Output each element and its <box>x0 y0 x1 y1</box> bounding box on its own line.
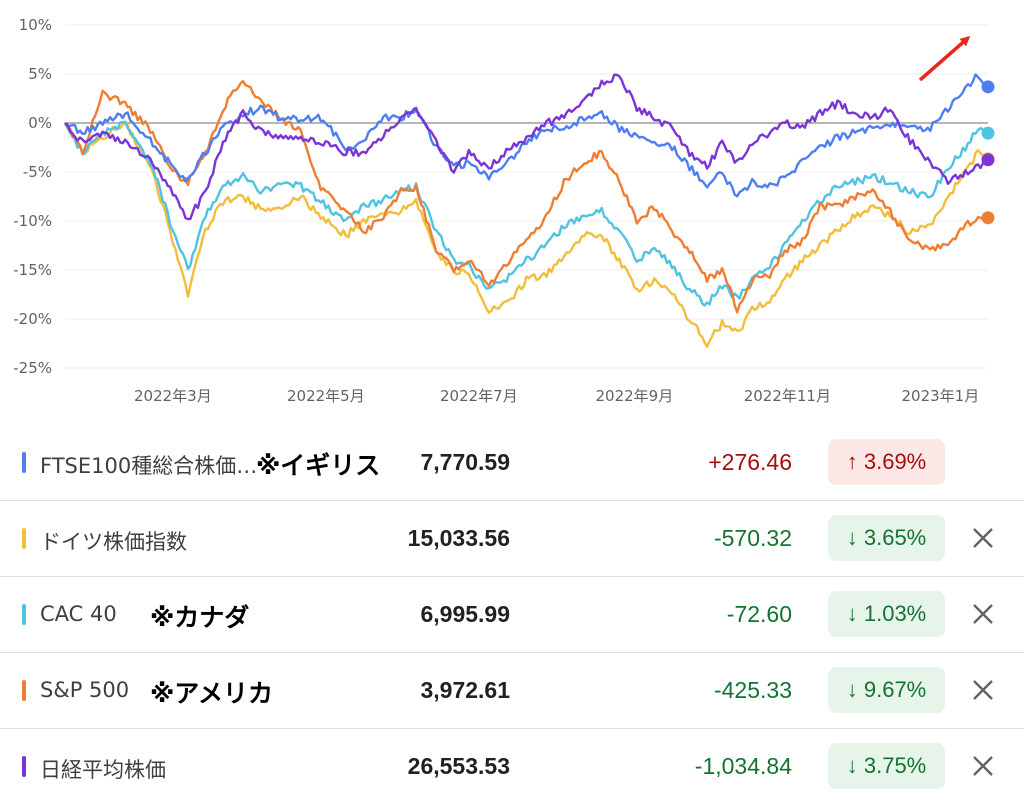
y-tick-label: 10% <box>19 16 52 34</box>
x-tick-label: 2022年5月 <box>287 387 365 405</box>
y-tick-label: -20% <box>13 310 52 328</box>
series-line-3 <box>64 79 989 314</box>
percent-change-badge: ↓ 3.65% <box>828 515 945 561</box>
index-name: 日経平均株価 <box>40 758 166 782</box>
series-line-0 <box>64 73 989 198</box>
close-icon[interactable] <box>970 525 996 551</box>
index-comparison-chart: 10% 5% 0% -5% -10% -15% -20% -25% 2022年3月 2022年5月… <box>13 16 995 405</box>
series-endpoint-2 <box>981 126 995 140</box>
y-tick-label: -5% <box>23 163 52 181</box>
close-icon[interactable] <box>970 753 996 779</box>
x-tick-label: 2022年11月 <box>744 387 831 405</box>
percent-change-badge: ↑ 3.69% <box>828 439 945 485</box>
index-price: 3,972.61 <box>420 677 510 703</box>
close-icon[interactable] <box>970 677 996 703</box>
x-tick-label: 2022年3月 <box>134 387 212 405</box>
percent-change-badge: ↓ 1.03% <box>828 591 945 637</box>
index-price: 15,033.56 <box>407 525 510 551</box>
percent-change-badge: ↓ 9.67% <box>828 667 945 713</box>
series-color-swatch <box>22 604 26 625</box>
series-color-swatch <box>22 756 26 777</box>
close-icon[interactable] <box>970 601 996 627</box>
index-name: CAC 40 <box>40 602 117 626</box>
index-change: -1,034.84 <box>694 753 792 779</box>
index-price: 6,995.99 <box>420 601 510 627</box>
series-line-1 <box>63 120 990 348</box>
y-tick-label: -10% <box>13 212 52 230</box>
index-change: +276.46 <box>708 449 792 475</box>
y-tick-label: 0% <box>28 114 52 132</box>
y-tick-label: 5% <box>28 65 52 83</box>
index-change: -570.32 <box>713 525 792 551</box>
y-tick-label: -25% <box>13 359 52 377</box>
index-list: FTSE100種総合株価… ※イギリス 7,770.59 +276.46 ↑ 3… <box>0 425 1024 804</box>
index-row-ftse100[interactable]: FTSE100種総合株価… ※イギリス 7,770.59 +276.46 ↑ 3… <box>0 425 1024 501</box>
series-line-2 <box>63 120 989 307</box>
index-price: 26,553.53 <box>407 753 510 779</box>
y-tick-label: -15% <box>13 261 52 279</box>
series-color-swatch <box>22 680 26 701</box>
percent-change-badge: ↓ 3.75% <box>828 743 945 789</box>
series-color-swatch <box>22 528 26 549</box>
index-name: ドイツ株価指数 <box>40 530 187 554</box>
index-change: -425.33 <box>713 677 792 703</box>
x-tick-label: 2022年9月 <box>595 387 673 405</box>
index-name: FTSE100種総合株価… <box>40 454 258 478</box>
x-tick-label: 2023年1月 <box>901 387 979 405</box>
x-tick-label: 2022年7月 <box>440 387 518 405</box>
index-row-cac40[interactable]: CAC 40 ※カナダ 6,995.99 -72.60 ↓ 1.03% <box>0 577 1024 653</box>
series-color-swatch <box>22 452 26 473</box>
index-price: 7,770.59 <box>420 449 510 475</box>
index-row-dax[interactable]: ドイツ株価指数 15,033.56 -570.32 ↓ 3.65% <box>0 501 1024 577</box>
country-annotation: ※アメリカ <box>150 679 274 708</box>
series-endpoint-3 <box>981 211 995 225</box>
index-row-nikkei[interactable]: 日経平均株価 26,553.53 -1,034.84 ↓ 3.75% <box>0 729 1024 804</box>
index-change: -72.60 <box>726 601 792 627</box>
index-name: S&P 500 <box>40 678 130 702</box>
red-annotation-arrow <box>918 36 971 82</box>
series-endpoint-0 <box>981 80 995 94</box>
country-annotation: ※イギリス <box>256 451 381 480</box>
country-annotation: ※カナダ <box>150 603 250 632</box>
index-row-sp500[interactable]: S&P 500 ※アメリカ 3,972.61 -425.33 ↓ 9.67% <box>0 653 1024 729</box>
series-line-4 <box>64 73 989 221</box>
series-endpoint-4 <box>981 153 995 167</box>
